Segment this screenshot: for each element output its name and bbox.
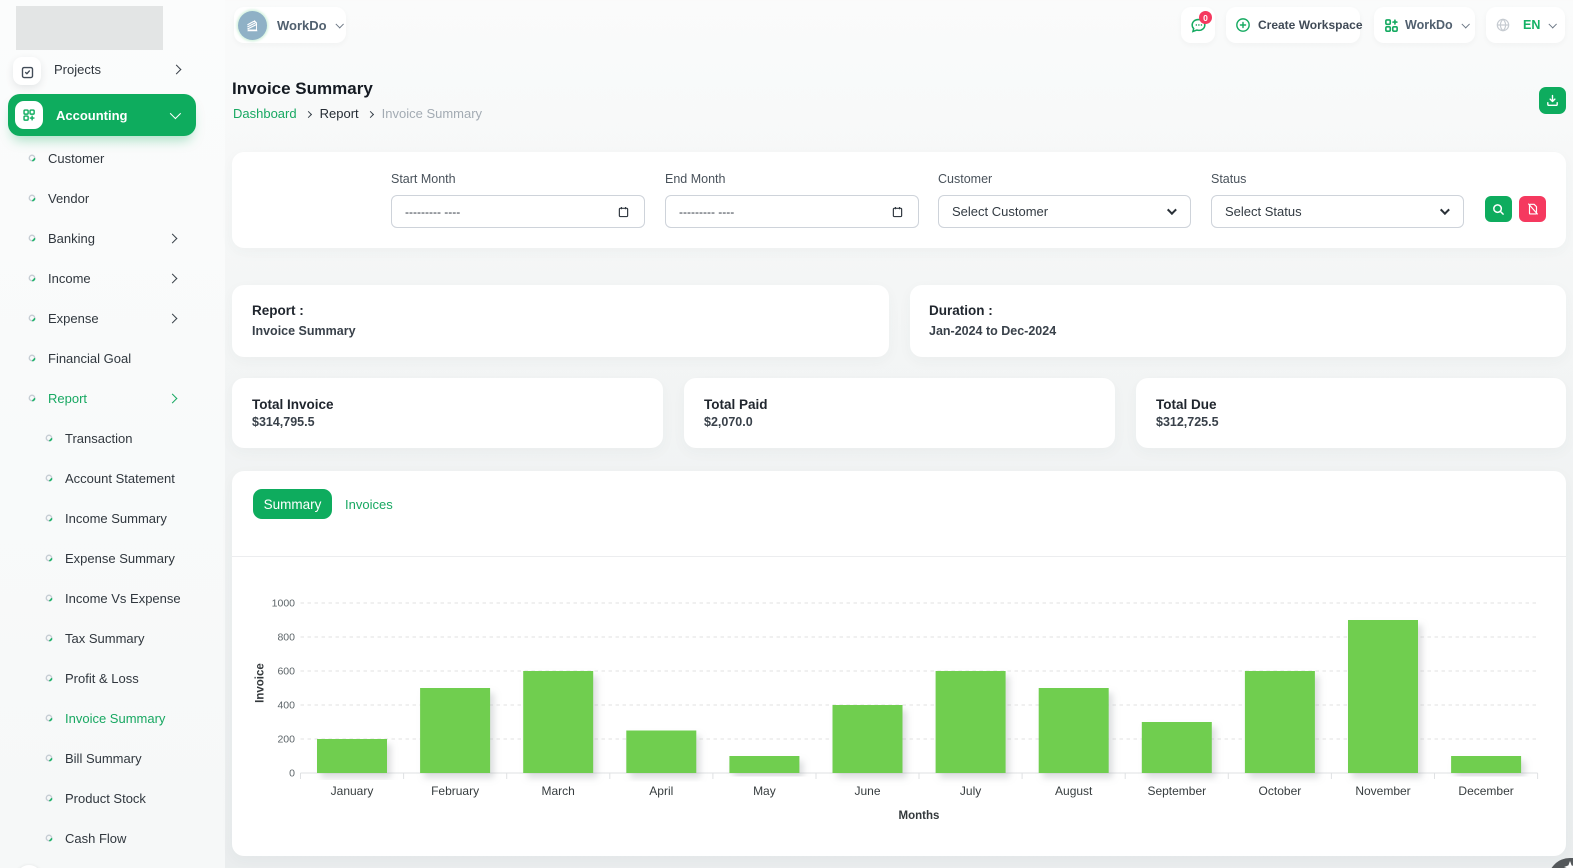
svg-text:July: July — [960, 784, 981, 798]
svg-text:800: 800 — [277, 632, 295, 644]
svg-text:September: September — [1147, 784, 1206, 798]
svg-text:February: February — [431, 784, 479, 798]
svg-text:August: August — [1055, 784, 1093, 798]
svg-text:November: November — [1355, 784, 1410, 798]
svg-text:Invoice: Invoice — [255, 663, 267, 703]
svg-text:1000: 1000 — [272, 598, 296, 610]
svg-text:March: March — [542, 784, 575, 798]
svg-text:December: December — [1458, 784, 1513, 798]
svg-text:600: 600 — [277, 666, 295, 678]
svg-text:200: 200 — [277, 734, 295, 746]
svg-text:April: April — [649, 784, 673, 798]
svg-text:Months: Months — [899, 810, 940, 822]
svg-text:0: 0 — [289, 768, 295, 780]
svg-text:400: 400 — [277, 700, 295, 712]
svg-text:May: May — [753, 784, 776, 798]
svg-text:June: June — [854, 784, 880, 798]
svg-text:October: October — [1259, 784, 1302, 798]
svg-text:January: January — [331, 784, 374, 798]
